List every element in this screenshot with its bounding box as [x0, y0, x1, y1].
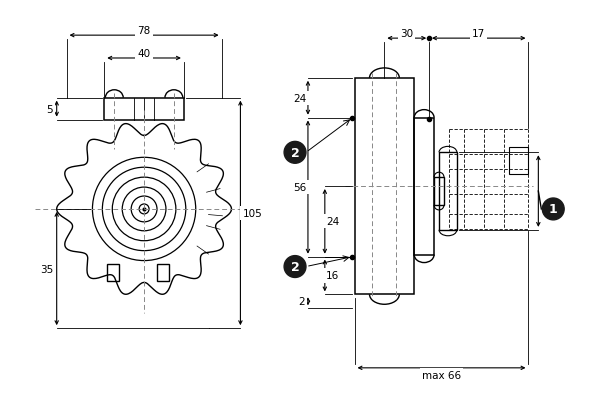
Text: 78: 78 — [137, 26, 151, 36]
Text: 105: 105 — [242, 209, 262, 219]
Text: 56: 56 — [293, 182, 307, 192]
Circle shape — [542, 198, 564, 220]
Text: max 66: max 66 — [422, 370, 461, 380]
Bar — [104, 99, 184, 120]
Text: 2: 2 — [299, 297, 305, 306]
Bar — [157, 264, 169, 282]
Text: 1: 1 — [549, 203, 557, 216]
Text: 16: 16 — [326, 271, 340, 281]
Bar — [439, 153, 457, 230]
Bar — [509, 148, 529, 175]
Text: 2: 2 — [290, 260, 299, 273]
Text: 17: 17 — [472, 29, 485, 39]
Text: 30: 30 — [400, 29, 413, 39]
Text: 24: 24 — [326, 217, 340, 227]
Circle shape — [284, 142, 306, 164]
Text: 2: 2 — [290, 146, 299, 160]
Bar — [355, 79, 414, 295]
Bar — [414, 118, 434, 255]
Text: 24: 24 — [293, 93, 307, 103]
Text: 40: 40 — [137, 49, 151, 59]
Bar — [434, 178, 444, 205]
Circle shape — [284, 256, 306, 278]
Text: 35: 35 — [40, 264, 53, 274]
Text: 5: 5 — [46, 104, 53, 114]
Bar — [107, 264, 119, 282]
